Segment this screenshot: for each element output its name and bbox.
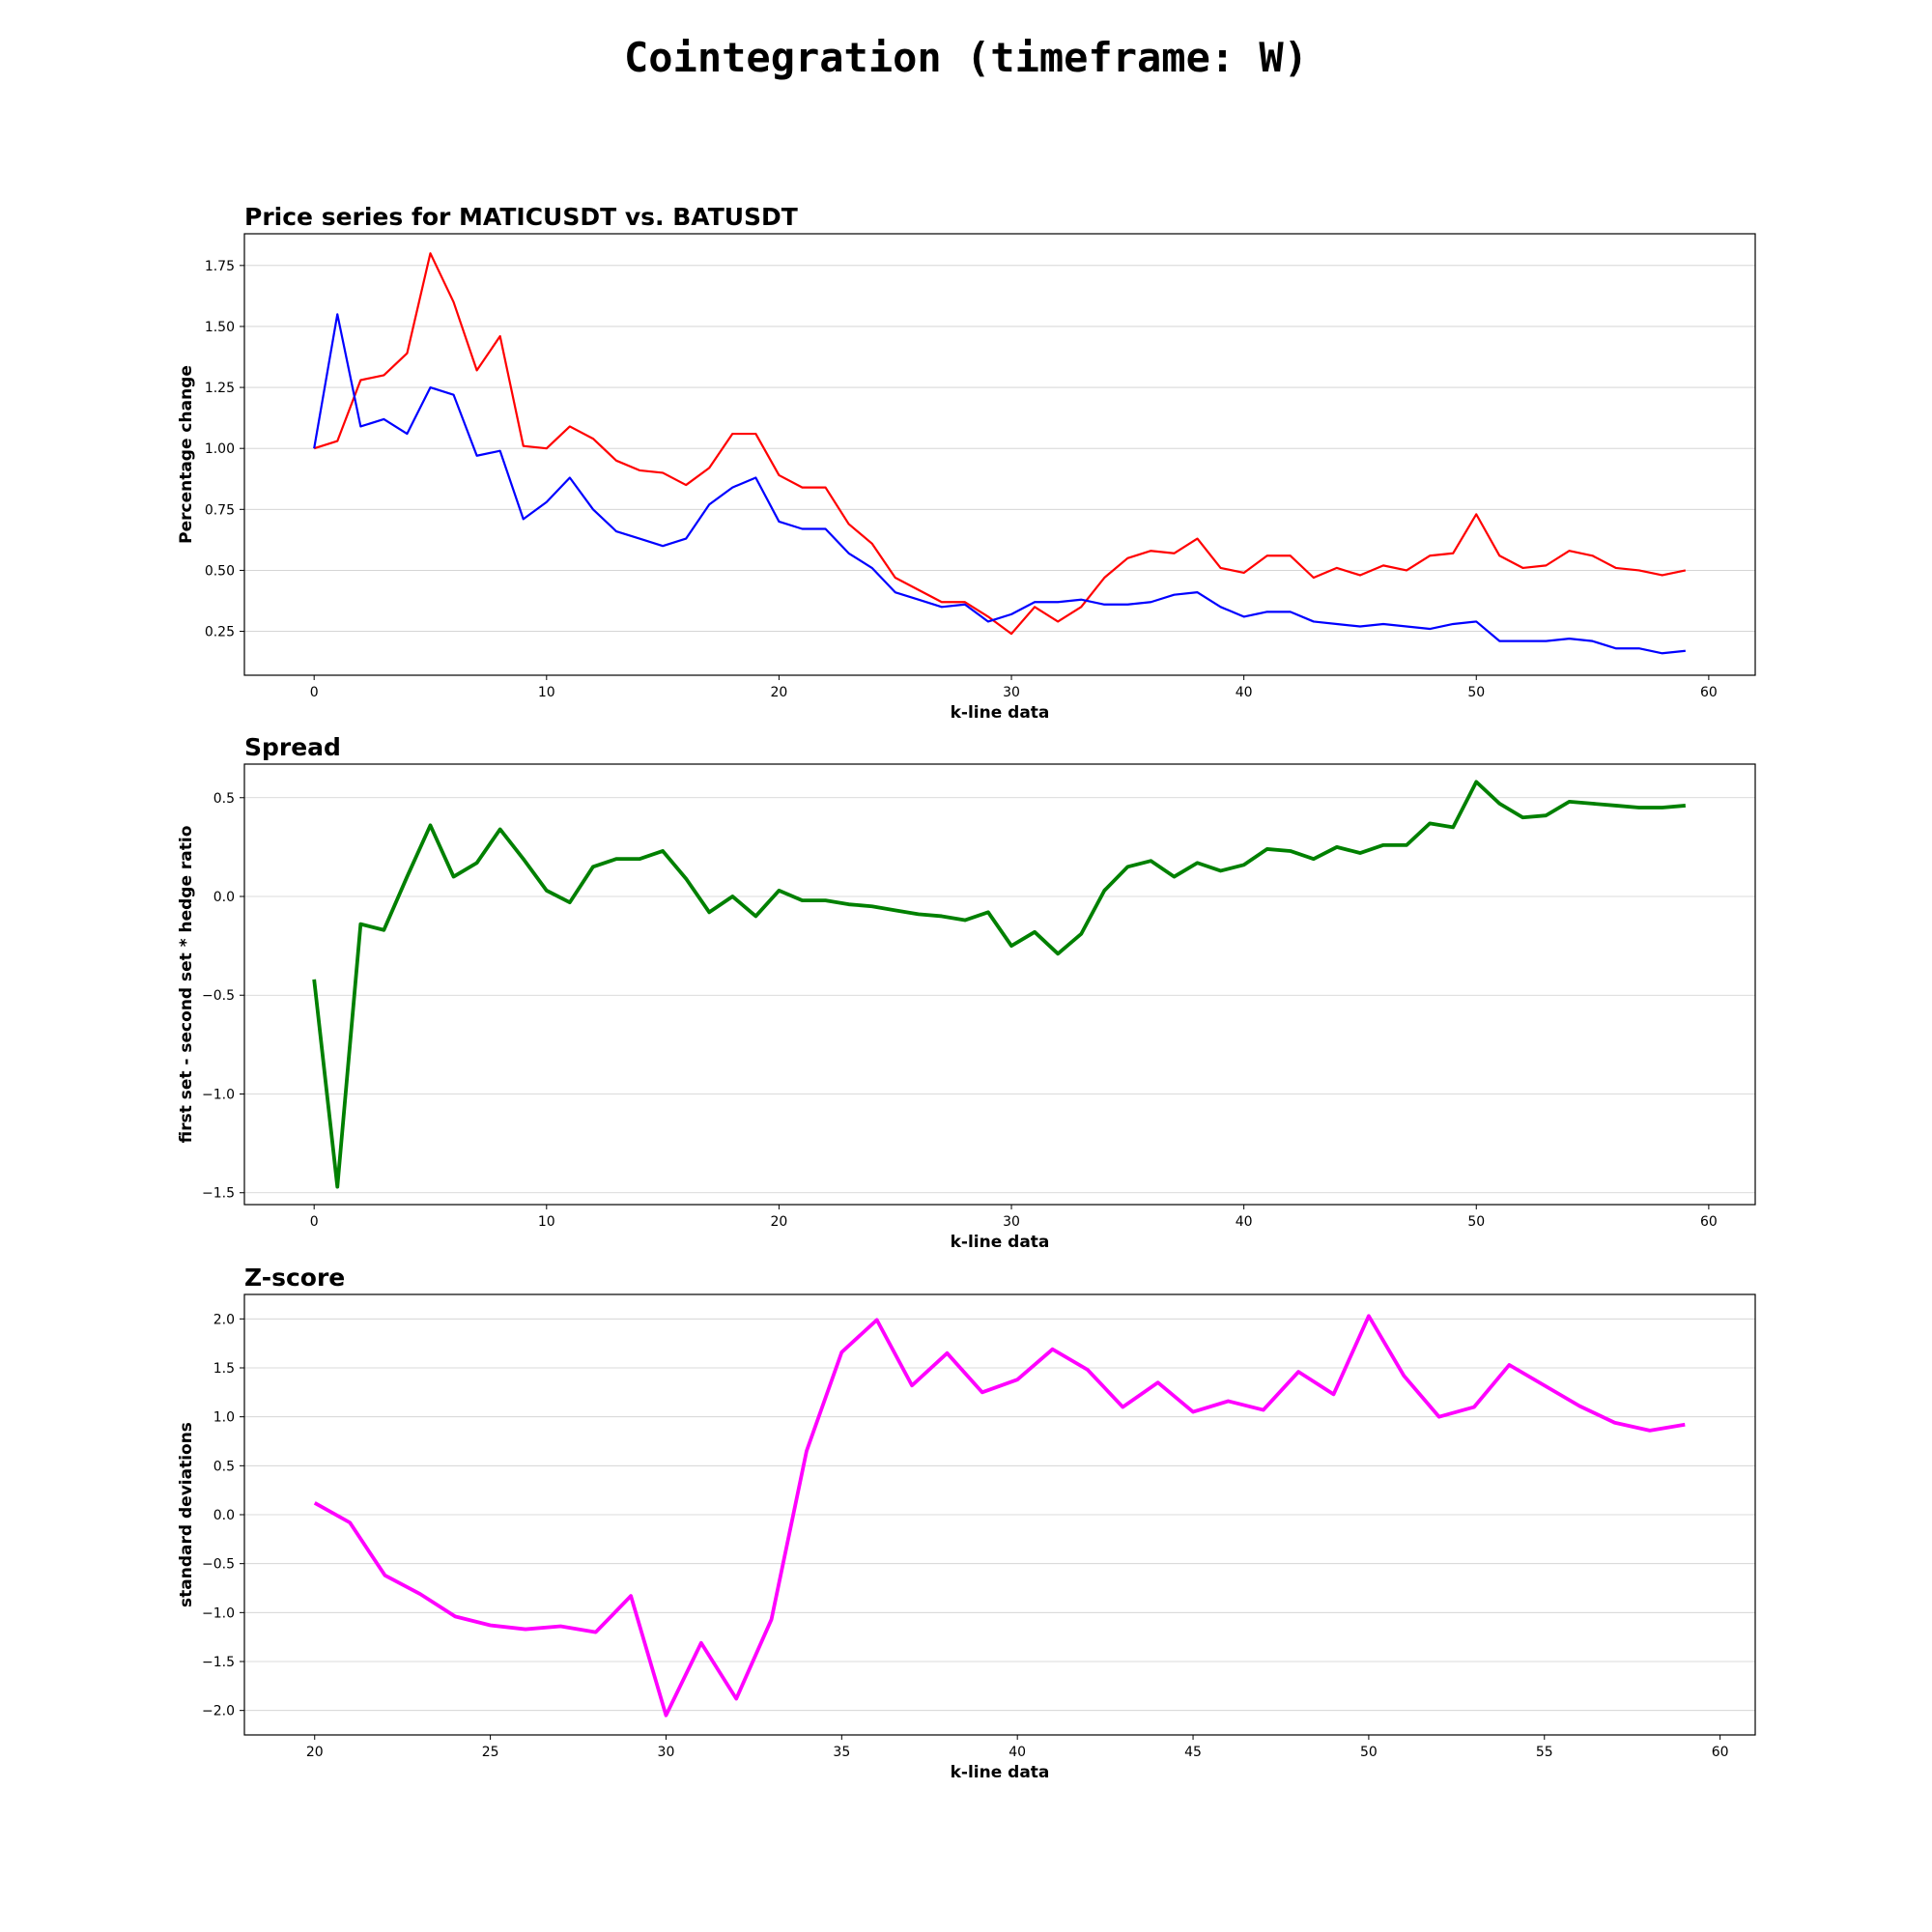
figure-suptitle: Cointegration (timeframe: W) [624,34,1308,81]
x-axis-label: k-line data [951,1233,1050,1252]
x-tick-label: 30 [1003,685,1020,700]
y-tick-label: −1.0 [202,1605,235,1621]
x-tick-label: 20 [306,1745,324,1760]
axes-frame [243,233,1756,676]
series-line-1 [313,252,1687,636]
series-line-1 [312,780,1686,1189]
y-tick-label: 0.0 [213,890,235,905]
subplot-title: Spread [244,733,341,761]
y-tick-label: 0.50 [205,563,235,579]
y-tick-label: −0.5 [202,1557,235,1573]
x-tick-label: 30 [1003,1214,1020,1230]
x-tick-label: 40 [1236,1214,1253,1230]
x-axis-label: k-line data [951,703,1050,723]
x-tick-label: 0 [310,685,319,700]
subplot-2: −1.5 −1.0 −0.5 0.0 0.5 0 10 20 30 40 50 60 Spread k-l… [177,733,1756,1252]
plots-container: 0.250.500.751.001.251.501.750 10 20 30 40 50 6… [177,203,1756,1782]
x-tick-label: 0 [310,1214,319,1230]
axes-frame [243,1293,1756,1736]
subplot-3: −2.0 −1.5 −1.0 −0.5 0.0 0.5 1.0 1.5 2.0 20 25 30 35 4… [177,1264,1756,1782]
series-line-2 [313,313,1686,655]
x-tick-label: 30 [658,1745,675,1760]
y-tick-label: 0.75 [205,502,235,518]
y-tick-label: −1.5 [202,1655,235,1670]
x-tick-label: 45 [1184,1745,1202,1760]
series-line-1 [313,1314,1686,1718]
y-axis-label: Percentage change [177,365,196,544]
x-tick-label: 50 [1360,1745,1378,1760]
y-tick-label: 1.00 [205,441,235,457]
y-tick-label: 0.0 [213,1508,235,1523]
x-tick-label: 25 [482,1745,499,1760]
x-tick-label: 20 [771,1214,788,1230]
x-tick-label: 50 [1467,685,1485,700]
subplot-title: Z-score [244,1264,345,1292]
subplot-title: Price series for MATICUSDT vs. BATUSDT [244,203,798,231]
y-tick-label: 1.50 [205,320,235,335]
subplot-1: 0.25 0.50 0.75 1.00 1.25 1.50 1.75 0 10 20 30 40 50 6… [177,203,1756,723]
y-tick-label: 1.75 [205,259,235,274]
y-tick-label: 0.5 [213,791,235,807]
x-tick-label: 10 [538,685,555,700]
x-tick-label: 60 [1700,1214,1718,1230]
y-tick-label: −0.5 [202,988,235,1004]
y-tick-label: −1.5 [202,1186,235,1202]
x-tick-label: 60 [1700,685,1718,700]
x-tick-label: 55 [1536,1745,1553,1760]
y-tick-label: −2.0 [202,1704,235,1719]
y-tick-label: 1.0 [213,1410,235,1426]
y-axis-label: standard deviations [177,1422,196,1607]
y-tick-label: 0.5 [213,1459,235,1474]
x-tick-label: 40 [1009,1745,1026,1760]
y-tick-label: −1.0 [202,1087,235,1102]
y-axis-label: first set - second set * hedge ratio [177,826,196,1144]
x-tick-label: 10 [538,1214,555,1230]
y-tick-label: 1.5 [213,1361,235,1377]
x-axis-label: k-line data [951,1763,1050,1782]
y-tick-label: 1.25 [205,381,235,396]
x-tick-label: 20 [771,685,788,700]
y-tick-label: 0.25 [205,625,235,640]
axes-frame [243,763,1756,1206]
x-tick-label: 35 [833,1745,850,1760]
x-tick-label: 50 [1467,1214,1485,1230]
x-tick-label: 40 [1236,685,1253,700]
y-tick-label: 2.0 [213,1312,235,1327]
x-tick-label: 60 [1712,1745,1729,1760]
